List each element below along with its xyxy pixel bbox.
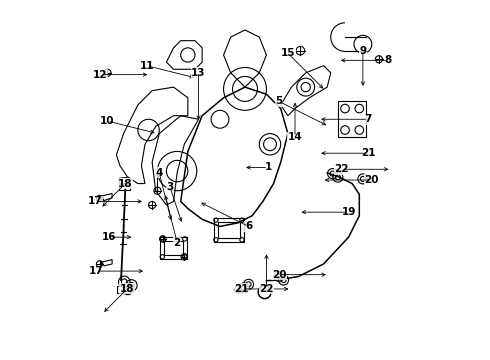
- Text: 2: 2: [173, 238, 181, 248]
- Text: 4: 4: [156, 168, 163, 178]
- Bar: [338, 102, 367, 137]
- Text: 19: 19: [342, 207, 356, 217]
- Bar: [218, 222, 240, 238]
- Text: 20: 20: [271, 270, 286, 280]
- Text: 5: 5: [275, 96, 283, 107]
- Text: 21: 21: [361, 148, 375, 158]
- Text: 16: 16: [102, 232, 117, 242]
- Text: 13: 13: [191, 68, 206, 78]
- Text: 9: 9: [359, 46, 367, 57]
- Bar: [160, 237, 187, 258]
- Text: 22: 22: [334, 164, 349, 174]
- Text: 17: 17: [88, 197, 102, 206]
- Text: 15: 15: [281, 48, 295, 58]
- Text: 21: 21: [234, 284, 249, 294]
- Text: 6: 6: [245, 221, 252, 231]
- Bar: [117, 286, 130, 293]
- Bar: [214, 219, 244, 242]
- Text: 11: 11: [140, 61, 154, 71]
- Text: 3: 3: [167, 182, 173, 192]
- Text: 8: 8: [384, 55, 392, 65]
- Text: 14: 14: [288, 132, 302, 142]
- Text: 18: 18: [120, 284, 134, 294]
- Text: 1: 1: [265, 162, 272, 172]
- Text: 17: 17: [89, 266, 103, 276]
- Text: 22: 22: [259, 284, 274, 294]
- Bar: [119, 184, 130, 190]
- Text: 12: 12: [93, 69, 108, 80]
- Text: 20: 20: [365, 175, 379, 185]
- Text: 7: 7: [365, 114, 372, 124]
- Text: 10: 10: [100, 116, 115, 126]
- Bar: [165, 241, 183, 255]
- Text: 18: 18: [118, 179, 133, 189]
